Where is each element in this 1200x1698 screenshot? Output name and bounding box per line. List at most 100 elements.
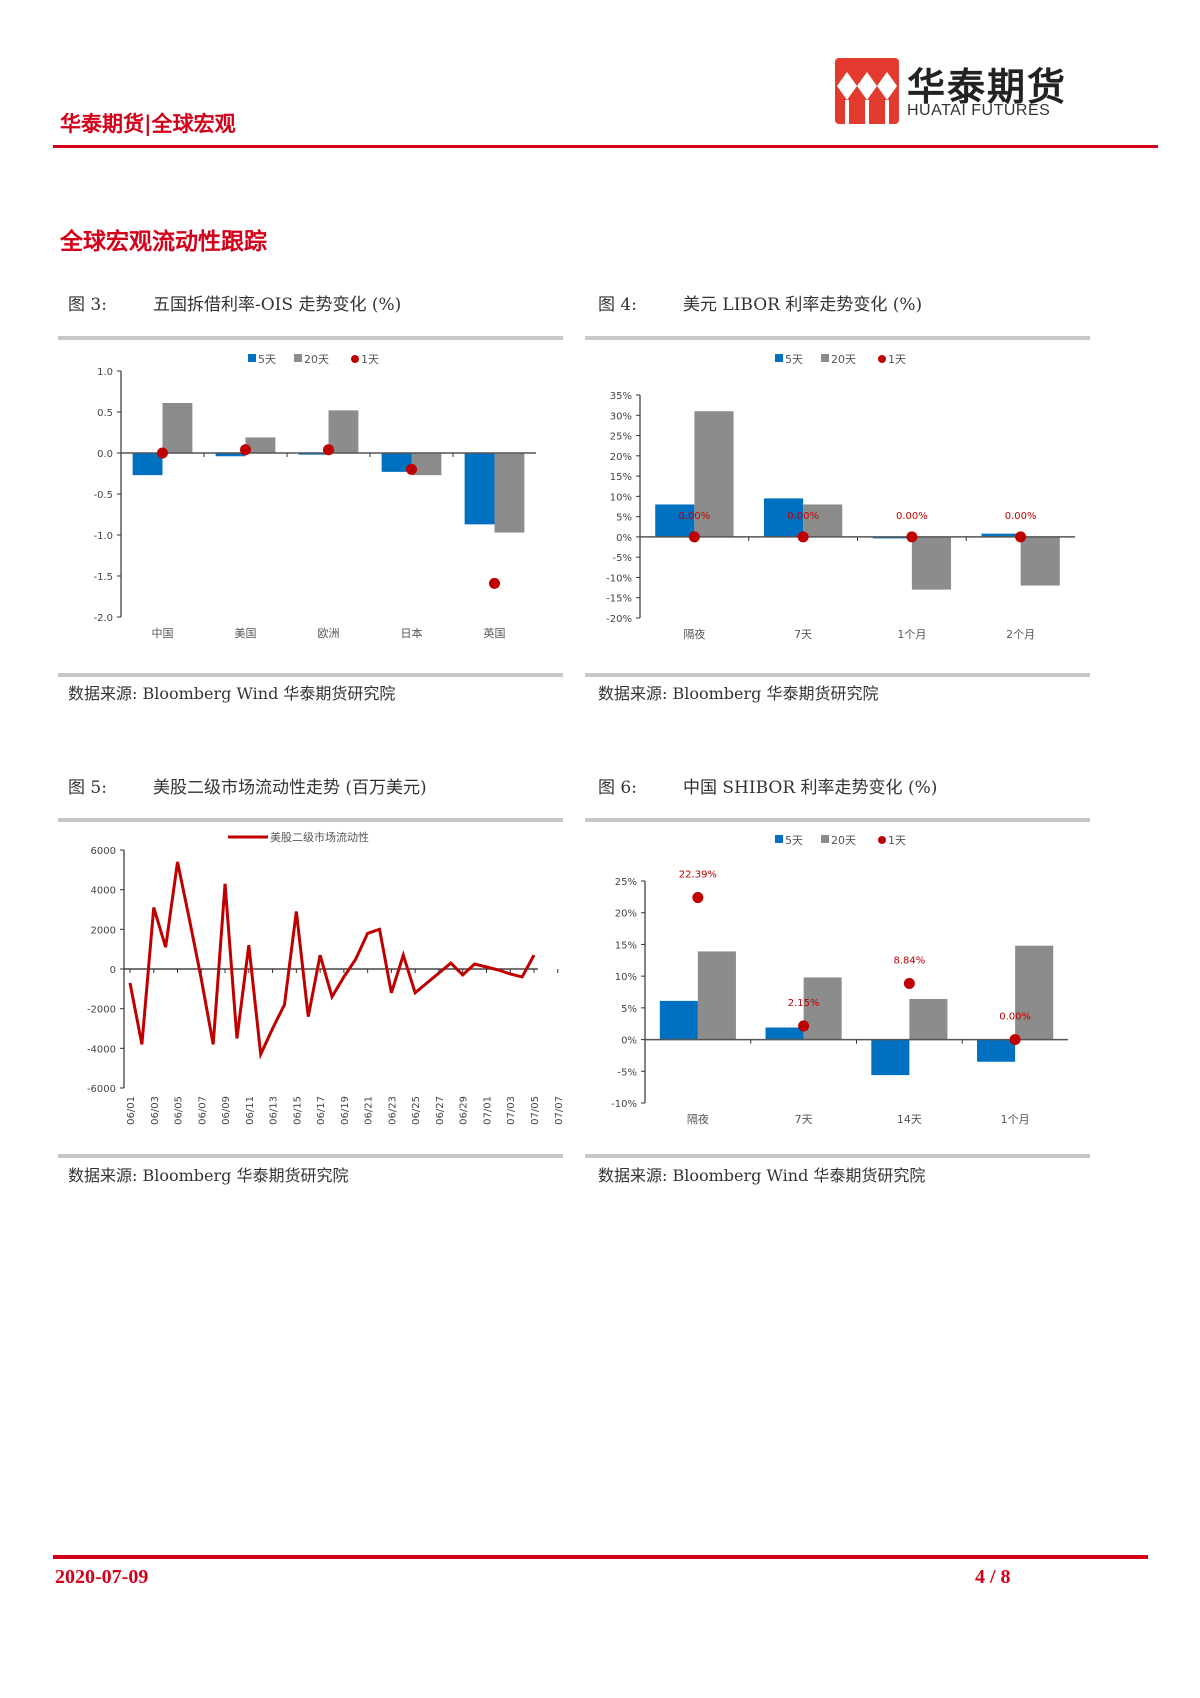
dot-1d: [1009, 1034, 1021, 1046]
bar-5d: [655, 504, 695, 537]
y-tick-label: 0: [110, 965, 116, 976]
dot-1d: [323, 444, 334, 456]
dot-1d: [157, 447, 168, 459]
y-tick-label: 15%: [615, 940, 637, 951]
y-tick-label: -1.5: [93, 572, 113, 583]
bar-20d: [245, 437, 276, 453]
bar-20d: [494, 453, 525, 533]
dot-1d: [903, 978, 915, 990]
figure-6-source: 数据来源: Bloomberg Wind 华泰期货研究院: [598, 1166, 926, 1185]
figure-3-top-rule: [58, 336, 563, 340]
bar-20d: [911, 536, 952, 590]
y-tick-label: 1.0: [97, 367, 113, 378]
x-tick-label: 06/13: [269, 1096, 280, 1125]
legend-swatch-icon: [294, 354, 302, 362]
y-tick-label: 5%: [621, 1004, 637, 1015]
bar-20d: [803, 504, 843, 537]
bar-5d: [871, 1039, 910, 1076]
y-tick-label: 2000: [91, 925, 116, 936]
figure-6-top-rule: [585, 818, 1090, 822]
legend-label: 5天: [258, 353, 276, 366]
bar-20d: [162, 402, 193, 453]
x-tick-label: 06/03: [150, 1096, 161, 1125]
y-tick-label: 0%: [621, 1036, 637, 1047]
y-tick-label: -0.5: [93, 490, 113, 501]
x-category-label: 隔夜: [687, 1112, 709, 1126]
legend-swatch-icon: [248, 354, 256, 362]
legend-label: 美股二级市场流动性: [270, 830, 369, 844]
figure-4-chart: 5天 20天 1天 35% 30% 25% 20% 15% 10% 5% 0% -5% -10% -15%…: [606, 353, 1075, 641]
figure-6-title: 图 6: 中国 SHIBOR 利率走势变化 (%): [598, 778, 938, 798]
footer-divider: [53, 1555, 1148, 1559]
y-tick-label: 30%: [610, 411, 632, 422]
x-tick-label: 07/07: [554, 1096, 563, 1125]
liquidity-line: [128, 861, 536, 1060]
dot-1d: [692, 892, 704, 904]
bar-5d: [215, 453, 246, 457]
section-title: 全球宏观流动性跟踪: [60, 228, 267, 255]
bar-5d: [381, 453, 412, 472]
dot-value-label: 0.00%: [1005, 511, 1037, 522]
y-tick-label: -2.0: [93, 613, 113, 624]
x-category-label: 隔夜: [683, 627, 705, 641]
bar-20d: [803, 977, 842, 1040]
bar-5d: [298, 453, 329, 455]
y-tick-label: -10%: [611, 1099, 637, 1110]
x-category-label: 1个月: [1001, 1113, 1030, 1126]
legend-label: 20天: [304, 353, 329, 366]
figure-5-title: 图 5: 美股二级市场流动性走势 (百万美元): [68, 778, 427, 798]
header-divider: [53, 145, 1158, 148]
y-tick-label: 15%: [610, 472, 632, 483]
figure-5-top-rule: [58, 818, 563, 822]
legend-swatch-icon: [821, 354, 829, 362]
bar-20d: [328, 410, 359, 453]
x-tick-label: 06/27: [435, 1096, 446, 1125]
x-tick-label: 06/19: [340, 1096, 351, 1125]
y-tick-label: 20%: [610, 452, 632, 463]
y-tick-label: 0.0: [97, 449, 113, 460]
y-tick-label: 4000: [91, 886, 116, 897]
dot-value-label: 0.00%: [787, 511, 819, 522]
x-tick-label: 06/01: [126, 1096, 137, 1125]
header-title: 华泰期货|全球宏观: [60, 111, 236, 136]
dot-1d: [406, 463, 417, 475]
dot-1d: [240, 444, 251, 456]
y-tick-label: -15%: [606, 594, 632, 605]
dot-1d: [906, 531, 918, 543]
dot-value-label: 8.84%: [893, 956, 925, 967]
bar-5d: [765, 1027, 804, 1040]
figure-5-bottom-rule: [58, 1154, 563, 1158]
x-tick-label: 06/21: [364, 1096, 375, 1125]
legend-label: 5天: [785, 353, 803, 366]
dot-value-label: 2.15%: [788, 998, 820, 1009]
figure-4-top-rule: [585, 336, 1090, 340]
x-tick-label: 06/05: [174, 1096, 185, 1125]
bar-5d: [981, 533, 1021, 537]
bar-20d: [909, 998, 948, 1040]
y-tick-label: 25%: [610, 432, 632, 443]
logo-mark-icon: [835, 58, 899, 124]
bar-20d: [1020, 536, 1060, 586]
dot-1d: [797, 531, 809, 543]
x-category-label: 14天: [897, 1113, 922, 1126]
x-tick-label: 06/11: [245, 1096, 256, 1125]
y-tick-label: -5%: [618, 1067, 637, 1078]
legend-dot-icon: [351, 355, 359, 363]
x-category-label: 7天: [794, 628, 812, 641]
legend-label: 20天: [831, 353, 856, 366]
figure-3-bottom-rule: [58, 673, 563, 677]
dot-1d: [489, 577, 500, 589]
x-tick-label: 06/29: [459, 1096, 470, 1125]
dot-value-label: 0.00%: [678, 511, 710, 522]
y-tick-label: 0%: [616, 533, 632, 544]
figure-4-bottom-rule: [585, 673, 1090, 677]
x-tick-label: 07/03: [506, 1096, 517, 1125]
company-logo: 华泰期货 HUATAI FUTURES: [835, 58, 1075, 124]
dot-1d: [1015, 531, 1027, 543]
figure-5-chart: 美股二级市场流动性 6000 4000 2000 0 -2000 -4000 -6000 06/…: [87, 830, 563, 1125]
logo-name: 华泰期货: [907, 65, 1068, 109]
bar-5d: [977, 1039, 1016, 1062]
x-tick-label: 06/07: [197, 1096, 208, 1125]
x-tick-label: 06/25: [411, 1096, 422, 1125]
